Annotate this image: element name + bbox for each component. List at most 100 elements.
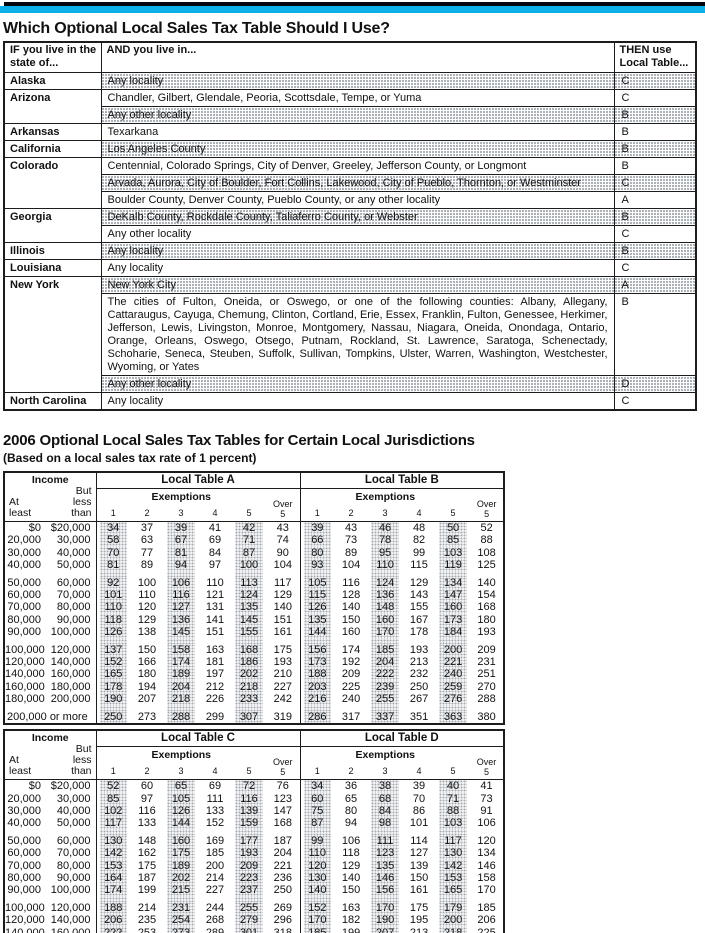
income-at-least-cell: 80,000 (7, 613, 41, 626)
value-cell: 73 (470, 792, 505, 805)
state-table-row: New York New York City A (3, 276, 697, 393)
value-cell: 148 (137, 834, 157, 847)
value-cell: 128 (341, 589, 361, 602)
value-cell: 163 (341, 901, 361, 914)
value-cell: 142 (436, 859, 470, 872)
section2-subtitle: (Based on a local sales tax rate of 1 pe… (3, 451, 257, 465)
locality-cell: Any locality (100, 392, 615, 411)
gap-cell (46, 829, 97, 835)
value-cell: 207 (137, 693, 157, 706)
table-letter-cell: C (613, 392, 697, 411)
gap-cell (368, 705, 402, 711)
value-cell: 213 (409, 926, 429, 933)
exemption-col-2: 2 (334, 504, 369, 522)
income-at-least-cell: 40,000 (7, 559, 41, 572)
value-cell: 140 (341, 601, 361, 614)
value-cell: 116 (164, 589, 198, 602)
value-cell: 133 (205, 804, 225, 817)
value-cell: 116 (232, 792, 266, 805)
gap-cell (164, 896, 198, 902)
gap-cell (266, 638, 301, 644)
state-table-row: The cities of Fulton, Oneida, or Oswego,… (4, 293, 697, 376)
value-cell: 151 (205, 626, 225, 639)
value-cell: 130 (300, 871, 334, 885)
state-table-row: Georgia DeKalb County, Rockdale County, T… (3, 208, 697, 243)
value-cell: 161 (266, 626, 301, 639)
value-cell: 185 (300, 926, 334, 933)
income-at-least-cell: 100,000 (5, 901, 45, 914)
gap-cell (164, 705, 198, 711)
locality-cell: Arvada, Aurora, City of Boulder, Fort Co… (100, 174, 615, 192)
table-letter-cell: A (613, 276, 697, 294)
value-cell: 134 (436, 576, 470, 590)
gap-cell (300, 638, 334, 644)
value-cell: 175 (164, 847, 198, 860)
value-cell: 135 (300, 613, 334, 627)
gap-cell (232, 571, 266, 577)
value-cell: 101 (96, 589, 130, 602)
income-less-than-cell: 30,000 (46, 534, 97, 547)
value-cell: 52 (96, 779, 130, 793)
tax-data-row: 70,000 80,000 110 120 127 131 135 140 126 140 148 1… (4, 601, 505, 614)
value-cell: 139 (232, 804, 266, 818)
value-cell: 70 (412, 792, 426, 805)
value-cell: 233 (232, 693, 266, 706)
gap-cell (232, 638, 266, 644)
income-at-least-cell: 120,000 (5, 914, 45, 927)
tax-data-row: 100,000 120,000 188 214 231 244 255 269 152 163 17… (4, 901, 505, 915)
value-cell: 279 (232, 914, 266, 927)
value-cell: 135 (232, 601, 266, 614)
value-cell: 170 (470, 884, 505, 897)
income-less-than-cell: 70,000 (46, 847, 97, 860)
value-cell: 48 (412, 522, 426, 534)
value-cell: 99 (300, 834, 334, 848)
value-cell: 69 (208, 780, 222, 793)
tax-header-row: Exemptions Over 5 Exemptions Over 5 (4, 488, 505, 522)
value-cell: 113 (232, 576, 266, 590)
exemption-col-1: 1 (96, 762, 130, 781)
value-cell: 180 (470, 613, 505, 627)
over-5-label: Over 5 (470, 488, 505, 522)
value-cell: 181 (205, 656, 225, 669)
value-cell: 38 (368, 779, 402, 793)
value-cell: 60 (140, 780, 154, 793)
value-cell: 218 (436, 926, 470, 933)
value-cell: 134 (470, 847, 505, 860)
value-cell: 148 (368, 601, 402, 614)
value-cell: 207 (368, 926, 402, 933)
value-cell: 110 (96, 601, 130, 614)
value-cell: 165 (436, 884, 470, 897)
spacer-row (4, 638, 505, 644)
value-cell: 82 (412, 534, 426, 547)
value-cell: 213 (409, 656, 429, 669)
value-cell: 240 (341, 693, 361, 706)
gap-cell (470, 571, 505, 577)
state-name-cell: North Carolina (3, 392, 102, 411)
value-cell: 223 (232, 871, 266, 885)
value-cell: 193 (266, 656, 301, 669)
value-cell: 104 (266, 559, 301, 572)
tax-data-row: 60,000 70,000 101 110 116 121 124 129 115 128 136 1… (4, 589, 505, 602)
tax-data-row: 200,000 or more 250 273 288 299 307 319 286 317 3… (4, 710, 505, 725)
value-cell: 199 (137, 884, 157, 897)
value-cell: 110 (300, 847, 334, 860)
value-cell: 250 (409, 680, 429, 693)
value-cell: 63 (140, 534, 154, 547)
value-cell: 105 (164, 792, 198, 805)
income-at-least-cell: 180,000 (5, 693, 45, 706)
value-cell: 221 (266, 859, 301, 872)
income-less-than-cell: 140,000 (46, 914, 97, 927)
value-cell: 94 (344, 817, 358, 830)
income-less-than-cell: 60,000 (46, 834, 97, 848)
value-cell: 189 (164, 859, 198, 872)
exemption-col-3: 3 (164, 762, 198, 781)
value-cell: 170 (300, 914, 334, 927)
value-cell: 67 (164, 534, 198, 547)
tax-table-ab-body: $0 $20,000 34 37 39 41 42 43 39 43 46 48 50 52 20,000 3… (4, 521, 505, 725)
tax-data-row: 40,000 50,000 81 89 94 97 100 104 93 104 110 115 119… (4, 559, 505, 572)
value-cell: 84 (368, 804, 402, 818)
value-cell: 129 (409, 576, 429, 589)
state-table-body: Alaska Any locality C Arizona Chandler, Gilb… (3, 72, 697, 411)
value-cell: 185 (368, 643, 402, 657)
state-table-row: Alaska Any locality C (3, 72, 697, 90)
